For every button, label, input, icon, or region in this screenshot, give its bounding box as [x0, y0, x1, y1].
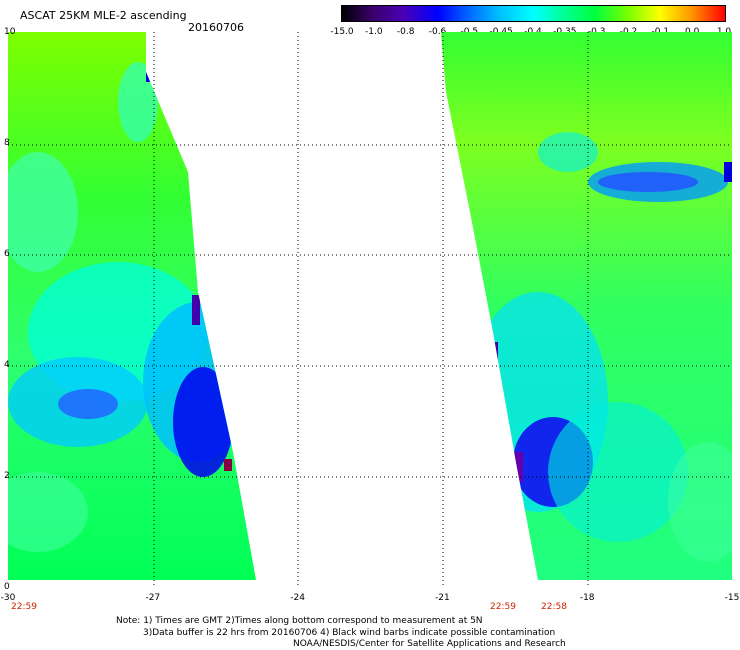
x-axis-label: -15	[724, 593, 740, 603]
note-line-2: 3)Data buffer is 22 hrs from 20160706 4)…	[143, 628, 556, 638]
x-axis-label: -18	[579, 593, 595, 603]
colorbar-tick: -0.6	[428, 27, 447, 37]
colorbar-tick: -0.8	[396, 27, 415, 37]
x-axis-label: -24	[290, 593, 305, 603]
colorbar-tick: -15.0	[330, 27, 354, 37]
time-label-3: 22:58	[541, 602, 567, 612]
x-axis-label: -30	[0, 593, 16, 603]
grid-lines	[8, 32, 732, 587]
right-swath	[441, 32, 732, 580]
map-title: ASCAT 25KM MLE-2 ascending	[20, 9, 187, 22]
map-date: 20160706	[188, 21, 244, 34]
y-axis-label: 0	[4, 582, 10, 592]
time-label-2: 22:59	[490, 602, 516, 612]
note-line-3: NOAA/NESDIS/Center for Satellite Applica…	[293, 639, 566, 649]
x-axis-label: -27	[145, 593, 161, 603]
y-axis-label: 10	[4, 27, 16, 37]
time-label-1: 22:59	[11, 602, 37, 612]
note-line-1: Note: 1) Times are GMT 2)Times along bot…	[116, 616, 483, 626]
left-swath	[8, 32, 256, 580]
map-plot	[8, 32, 732, 587]
x-axis-label: -21	[435, 593, 450, 603]
y-axis-label: 6	[4, 249, 10, 259]
y-axis-label: 4	[4, 360, 10, 370]
y-axis-label: 2	[4, 471, 10, 481]
colorbar	[341, 5, 726, 22]
y-axis-label: 8	[4, 138, 10, 148]
colorbar-tick: -1.0	[365, 27, 383, 37]
